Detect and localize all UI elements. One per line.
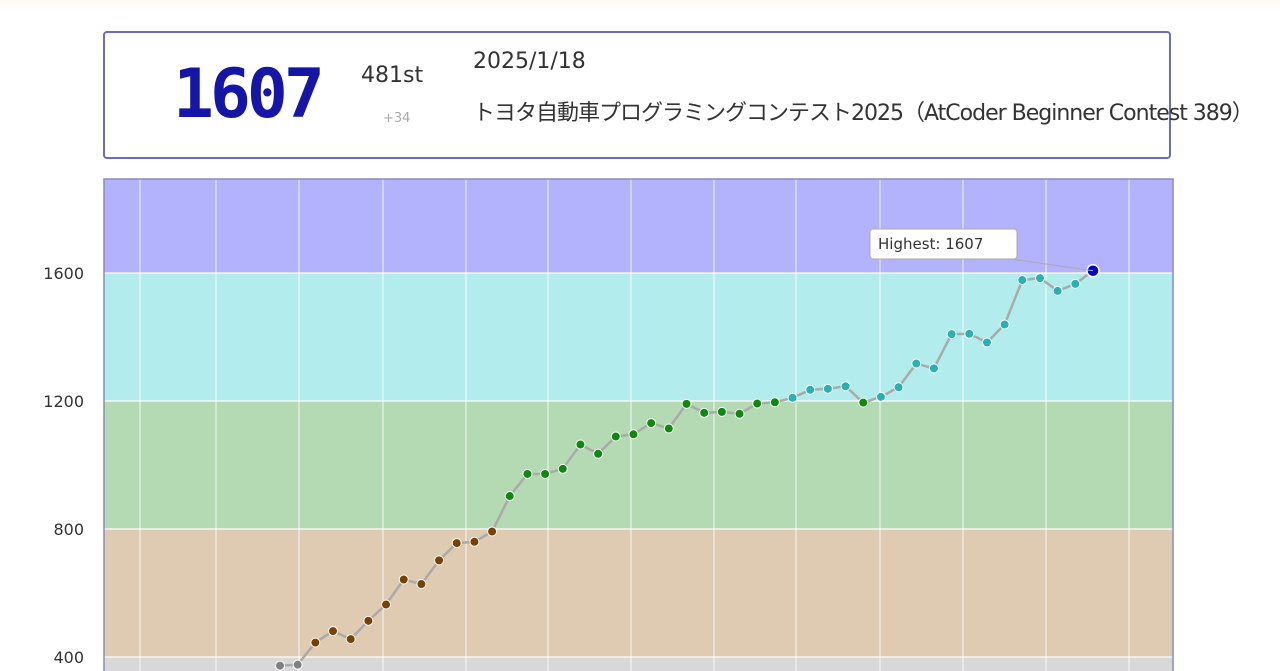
rating-point[interactable] [522, 468, 533, 479]
rating-point[interactable] [946, 329, 957, 340]
rating-point[interactable] [540, 468, 551, 479]
rating-point[interactable] [434, 555, 445, 566]
rating-point[interactable] [469, 536, 480, 547]
rating-point[interactable] [275, 660, 285, 671]
rating-point[interactable] [999, 319, 1010, 330]
rating-point[interactable] [328, 626, 339, 637]
contest-rank: 481st [361, 63, 424, 88]
contest-date: 2025/1/18 [473, 49, 586, 74]
top-strip [0, 0, 1280, 14]
rating-point[interactable] [716, 406, 727, 417]
plot-frame [103, 178, 1174, 671]
rating-point[interactable] [875, 391, 886, 402]
current-rating: 1607 [173, 55, 325, 134]
rating-point[interactable] [1052, 285, 1063, 296]
highest-annotation: Highest: 1607 [869, 228, 1094, 272]
rating-point[interactable] [646, 418, 657, 429]
rating-point[interactable] [557, 463, 568, 474]
rating-point[interactable] [893, 382, 904, 393]
rating-point[interactable] [911, 358, 922, 369]
rating-status-panel: 1607 481st +34 2025/1/18 トヨタ自動車プログラミングコン… [103, 31, 1254, 159]
rating-point[interactable] [663, 423, 674, 434]
rating-point[interactable] [734, 408, 745, 419]
rating-band-3 [104, 529, 1173, 657]
rating-point[interactable] [822, 383, 833, 394]
rating-point[interactable] [981, 337, 992, 348]
rating-point[interactable] [805, 384, 816, 395]
rating-point[interactable] [858, 397, 869, 408]
chart-grid [104, 179, 1173, 671]
rating-point[interactable] [681, 398, 692, 409]
rating-point[interactable] [928, 363, 939, 374]
y-tick-label: 1600 [43, 264, 84, 283]
rating-point[interactable] [593, 448, 604, 459]
rating-point[interactable] [345, 634, 356, 645]
rating-bands [104, 179, 1173, 671]
rating-point[interactable] [787, 392, 798, 403]
rating-point[interactable] [628, 429, 639, 440]
y-tick-label: 400 [53, 648, 84, 667]
highest-label: Highest: 1607 [878, 235, 983, 253]
rating-change: +34 [383, 111, 411, 126]
highest-leader-line [1010, 258, 1094, 272]
rating-point[interactable] [769, 397, 780, 408]
rating-point[interactable] [504, 491, 515, 502]
y-tick-label: 800 [53, 520, 84, 539]
rating-point[interactable] [1034, 273, 1045, 284]
rating-point[interactable] [1017, 275, 1028, 286]
rating-point[interactable] [398, 574, 409, 585]
rating-point[interactable] [610, 431, 621, 442]
rating-point[interactable] [487, 526, 498, 537]
rating-point[interactable] [363, 615, 374, 626]
rating-point[interactable] [752, 398, 763, 409]
rating-band-4 [104, 657, 1173, 671]
rating-point[interactable] [575, 439, 586, 450]
rating-point[interactable] [416, 579, 427, 590]
rating-band-2 [104, 401, 1173, 529]
highest-label-box [869, 228, 1018, 260]
rating-point[interactable] [381, 599, 392, 610]
rating-point[interactable] [451, 538, 462, 549]
rating-point[interactable] [1070, 278, 1081, 289]
rating-point[interactable] [840, 381, 851, 392]
contest-name-link[interactable]: トヨタ自動車プログラミングコンテスト2025（AtCoder Beginner … [473, 101, 1254, 126]
rating-point[interactable] [310, 637, 321, 648]
rating-band-1 [104, 273, 1173, 401]
y-axis: 1600 1200 800 400 [43, 264, 84, 667]
rating-point[interactable] [699, 407, 710, 418]
rating-point[interactable] [292, 659, 303, 670]
rating-points [275, 264, 1100, 671]
y-tick-label: 1200 [43, 392, 84, 411]
rating-point[interactable] [964, 328, 975, 339]
